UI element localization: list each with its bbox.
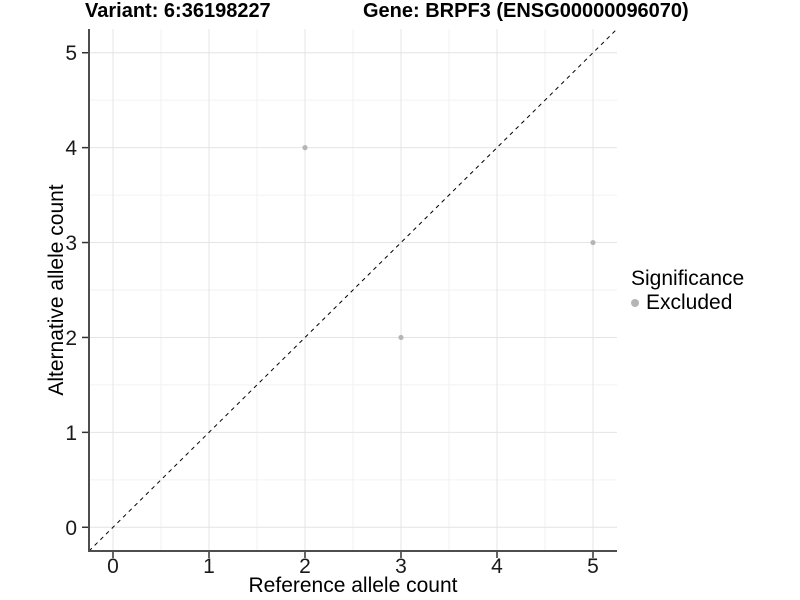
plot-title-variant: Variant: 6:36198227 [85, 0, 271, 22]
data-point [590, 239, 596, 246]
y-tick-label: 5 [65, 42, 77, 65]
legend-item-excluded: Excluded [631, 291, 744, 315]
y-tick-label: 3 [65, 232, 77, 255]
y-tick-label: 2 [65, 327, 77, 350]
y-axis-title: Alternative allele count [45, 184, 68, 396]
x-tick-label: 4 [491, 555, 503, 578]
y-tick-label: 1 [65, 422, 77, 445]
legend-item-label: Excluded [646, 291, 733, 314]
x-tick-label: 1 [203, 555, 215, 578]
gridlines [89, 29, 617, 551]
data-point [302, 145, 308, 151]
identity-reference-line [88, 28, 618, 552]
x-tick-label: 0 [107, 555, 119, 578]
y-tick-label: 4 [65, 137, 77, 160]
data-point [398, 334, 404, 341]
y-tick-label: 0 [65, 517, 77, 540]
legend-title: Significance [631, 267, 745, 290]
x-tick-label: 2 [299, 555, 311, 578]
x-tick-label: 5 [587, 555, 599, 578]
x-tick-label: 3 [395, 555, 407, 578]
plot-title-gene: Gene: BRPF3 (ENSG00000096070) [363, 0, 689, 22]
legend: Significance Excluded [631, 267, 744, 315]
excluded-point-icon [631, 299, 639, 307]
axis-ticks: 0 1 2 3 4 5 0 1 2 3 4 5 [65, 42, 599, 578]
x-axis-title: Reference allele count [248, 574, 458, 597]
data-points [302, 145, 596, 341]
